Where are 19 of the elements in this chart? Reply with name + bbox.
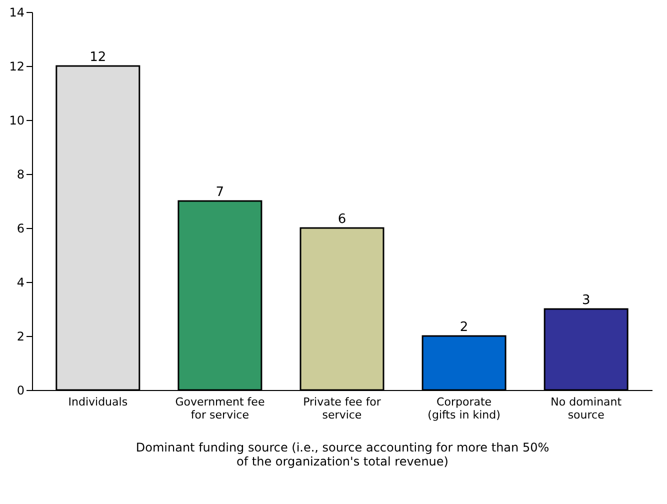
y-tick-label: 12: [9, 60, 24, 74]
y-tick-label: 6: [16, 222, 24, 236]
y-tick-label: 0: [16, 384, 24, 398]
x-tick-label: Corporate (gifts in kind): [428, 396, 500, 422]
y-tick-label: 8: [16, 168, 24, 182]
x-axis-title: Dominant funding source (i.e., source accounting for more than 50% of the organization's total revenue): [136, 440, 550, 468]
data-label: 2: [460, 320, 468, 335]
data-label: 3: [582, 293, 590, 308]
y-tick-label: 14: [9, 6, 24, 20]
x-tick-label: Government fee for service: [175, 396, 265, 422]
x-tick-label: Individuals: [68, 396, 128, 408]
y-tick-label: 10: [9, 114, 24, 128]
data-label: 6: [338, 212, 346, 227]
x-tick-label: Private fee for service: [303, 396, 382, 422]
x-tick-label: No dominant source: [550, 396, 622, 422]
y-tick-label: 2: [16, 330, 24, 344]
data-label: 7: [216, 185, 224, 200]
y-tick-label: 4: [16, 276, 24, 290]
data-label: 12: [90, 50, 106, 65]
